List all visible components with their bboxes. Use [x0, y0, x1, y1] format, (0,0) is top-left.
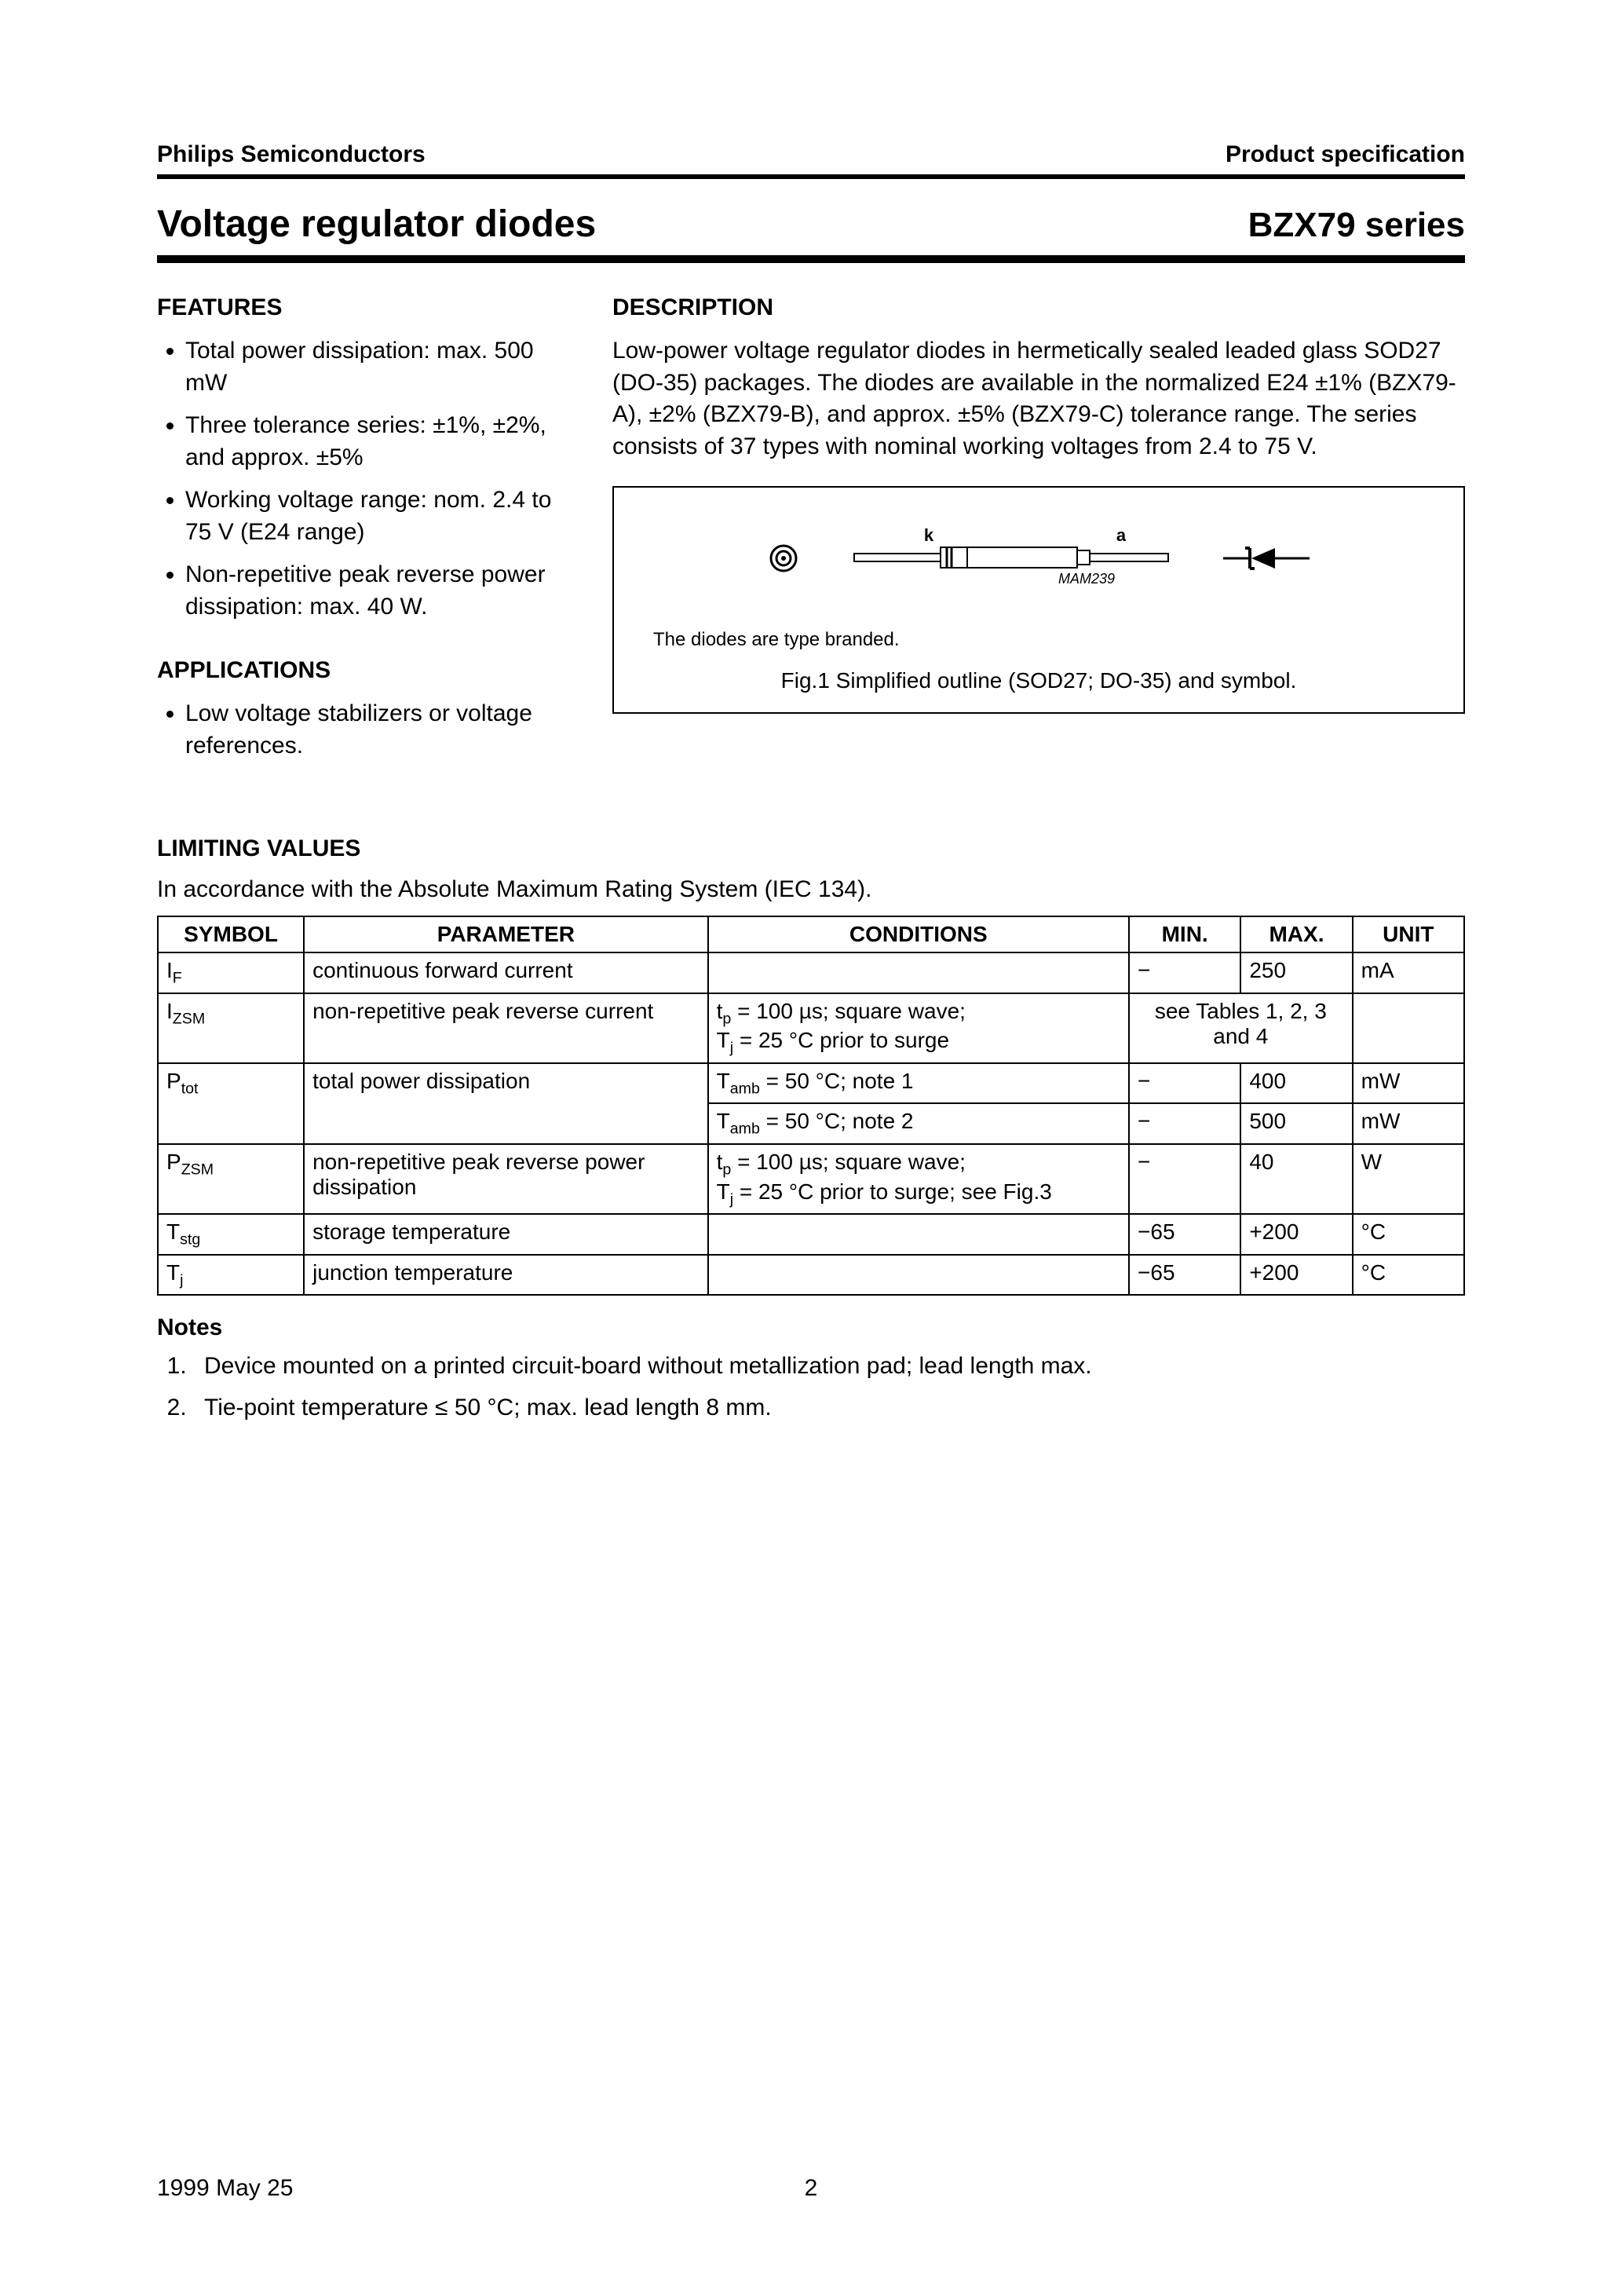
figure-note: The diodes are type branded. — [653, 629, 1440, 651]
table-row: IF continuous forward current − 250 mA — [158, 952, 1464, 993]
series-title: BZX79 series — [1248, 206, 1465, 245]
doc-type: Product specification — [1226, 141, 1465, 168]
min-cell: − — [1129, 1103, 1240, 1144]
unit-cell: °C — [1353, 1255, 1464, 1296]
note-item: Device mounted on a printed circuit-boar… — [193, 1351, 1465, 1383]
table-row: PZSM non-repetitive peak reverse power d… — [158, 1144, 1464, 1214]
two-column-region: FEATURES Total power dissipation: max. 5… — [157, 294, 1465, 796]
unit-cell: mW — [1353, 1103, 1464, 1144]
feature-item: Non-repetitive peak reverse power dissip… — [185, 559, 581, 623]
limiting-heading: LIMITING VALUES — [157, 835, 1465, 862]
description-text: Low-power voltage regulator diodes in he… — [612, 335, 1465, 462]
unit-cell: W — [1353, 1144, 1464, 1214]
col-conditions: CONDITIONS — [708, 916, 1129, 952]
param-cell: non-repetitive peak reverse current — [304, 993, 708, 1063]
param-cell: continuous forward current — [304, 952, 708, 993]
max-cell: 40 — [1240, 1144, 1352, 1214]
cond-cell: tp = 100 µs; square wave; Tj = 25 °C pri… — [708, 993, 1129, 1063]
symbol-cell: IZSM — [158, 993, 304, 1063]
package-outline-icon: k a — [846, 527, 1176, 590]
min-cell: − — [1129, 1144, 1240, 1214]
max-cell: +200 — [1240, 1255, 1352, 1296]
page-footer: 1999 May 25 2 — [157, 2175, 1465, 2202]
col-max: MAX. — [1240, 916, 1352, 952]
unit-cell — [1353, 993, 1464, 1063]
max-cell: 250 — [1240, 952, 1352, 993]
top-header: Philips Semiconductors Product specifica… — [157, 141, 1465, 168]
top-marker-icon — [768, 543, 799, 574]
feature-item: Total power dissipation: max. 500 mW — [185, 335, 581, 399]
rule-title — [157, 255, 1465, 263]
applications-heading: APPLICATIONS — [157, 657, 581, 684]
unit-cell: °C — [1353, 1214, 1464, 1255]
cond-cell: tp = 100 µs; square wave; Tj = 25 °C pri… — [708, 1144, 1129, 1214]
figure-caption: Fig.1 Simplified outline (SOD27; DO-35) … — [637, 668, 1440, 693]
min-cell: −65 — [1129, 1214, 1240, 1255]
symbol-cell: Tj — [158, 1255, 304, 1296]
table-row: IZSM non-repetitive peak reverse current… — [158, 993, 1464, 1063]
param-cell: total power dissipation — [304, 1063, 708, 1144]
note-item: Tie-point temperature ≤ 50 °C; max. lead… — [193, 1392, 1465, 1424]
max-cell: +200 — [1240, 1214, 1352, 1255]
application-item: Low voltage stabilizers or voltage refer… — [185, 698, 581, 762]
param-cell: storage temperature — [304, 1214, 708, 1255]
cond-cell — [708, 1214, 1129, 1255]
figure-box: k a — [612, 486, 1465, 714]
features-list: Total power dissipation: max. 500 mW Thr… — [157, 335, 581, 623]
cond-cell: Tamb = 50 °C; note 1 — [708, 1063, 1129, 1104]
page-title: Voltage regulator diodes — [157, 203, 596, 246]
min-cell: − — [1129, 952, 1240, 993]
unit-cell: mW — [1353, 1063, 1464, 1104]
symbol-cell: IF — [158, 952, 304, 993]
symbol-cell: Ptot — [158, 1063, 304, 1144]
rule-top — [157, 174, 1465, 179]
right-column: DESCRIPTION Low-power voltage regulator … — [612, 294, 1465, 796]
footer-date: 1999 May 25 — [157, 2175, 293, 2202]
cond-cell — [708, 1255, 1129, 1296]
cond-cell: Tamb = 50 °C; note 2 — [708, 1103, 1129, 1144]
max-cell: 500 — [1240, 1103, 1352, 1144]
min-cell: −65 — [1129, 1255, 1240, 1296]
param-cell: junction temperature — [304, 1255, 708, 1296]
company-name: Philips Semiconductors — [157, 141, 426, 168]
figure-drawing: k a — [637, 527, 1440, 590]
page: Philips Semiconductors Product specifica… — [0, 0, 1622, 2296]
col-symbol: SYMBOL — [158, 916, 304, 952]
table-row: Ptot total power dissipation Tamb = 50 °… — [158, 1063, 1464, 1104]
k-label: k — [924, 527, 934, 545]
footer-page-number: 2 — [805, 2175, 818, 2202]
features-heading: FEATURES — [157, 294, 581, 321]
left-column: FEATURES Total power dissipation: max. 5… — [157, 294, 581, 796]
min-cell: − — [1129, 1063, 1240, 1104]
col-min: MIN. — [1129, 916, 1240, 952]
description-heading: DESCRIPTION — [612, 294, 1465, 321]
table-header-row: SYMBOL PARAMETER CONDITIONS MIN. MAX. UN… — [158, 916, 1464, 952]
applications-list: Low voltage stabilizers or voltage refer… — [157, 698, 581, 762]
limiting-subnote: In accordance with the Absolute Maximum … — [157, 876, 1465, 903]
feature-item: Three tolerance series: ±1%, ±2%, and ap… — [185, 410, 581, 473]
unit-cell: mA — [1353, 952, 1464, 993]
symbol-cell: PZSM — [158, 1144, 304, 1214]
col-unit: UNIT — [1353, 916, 1464, 952]
max-cell: 400 — [1240, 1063, 1352, 1104]
notes-list: Device mounted on a printed circuit-boar… — [157, 1351, 1465, 1424]
param-cell: non-repetitive peak reverse power dissip… — [304, 1144, 708, 1214]
minmax-merged-cell: see Tables 1, 2, 3 and 4 — [1129, 993, 1353, 1063]
limiting-values-table: SYMBOL PARAMETER CONDITIONS MIN. MAX. UN… — [157, 916, 1465, 1296]
mam-label: MAM239 — [1058, 571, 1115, 587]
a-label: a — [1116, 527, 1127, 545]
zener-symbol-icon — [1223, 539, 1310, 578]
notes-heading: Notes — [157, 1314, 1465, 1341]
symbol-cell: Tstg — [158, 1214, 304, 1255]
table-row: Tj junction temperature −65 +200 °C — [158, 1255, 1464, 1296]
cond-cell — [708, 952, 1129, 993]
col-parameter: PARAMETER — [304, 916, 708, 952]
feature-item: Working voltage range: nom. 2.4 to 75 V … — [185, 484, 581, 548]
table-row: Tstg storage temperature −65 +200 °C — [158, 1214, 1464, 1255]
spacer — [157, 796, 1465, 835]
title-row: Voltage regulator diodes BZX79 series — [157, 203, 1465, 246]
